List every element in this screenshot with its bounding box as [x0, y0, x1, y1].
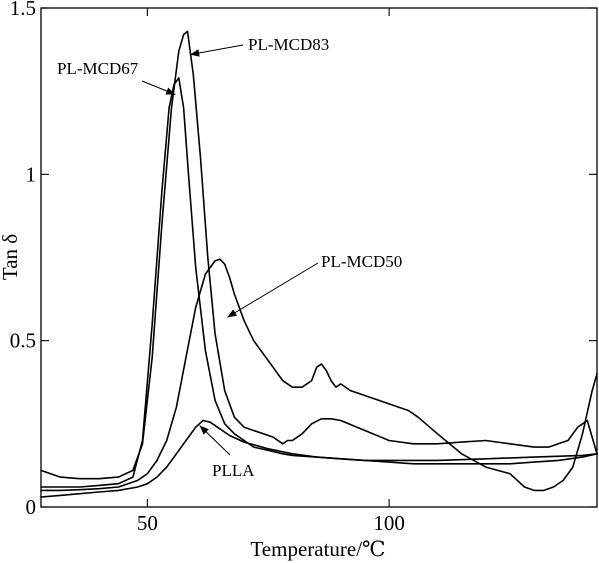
annotation-label: PLLA [212, 461, 255, 480]
annotation-label: PL-MCD83 [248, 35, 329, 54]
series-layer [40, 30, 598, 498]
annotation-arrow [226, 262, 319, 318]
y-tick-label: 0.5 [10, 329, 36, 353]
series-line-0 [40, 30, 598, 480]
annotation-label: PL-MCD50 [321, 252, 402, 271]
x-axis-title: Temperature/℃ [250, 537, 385, 561]
y-tick-label: 1.5 [10, 0, 36, 20]
arrowhead [227, 309, 238, 318]
x-tick-label: 100 [373, 511, 405, 535]
arrowhead [165, 87, 176, 95]
series-line-2 [40, 258, 598, 492]
plot-frame [40, 7, 598, 508]
arrowhead [189, 49, 200, 57]
x-tick-label: 50 [137, 511, 158, 535]
y-axis-title: Tan δ [0, 234, 22, 280]
axis-ticks: 50 100 0 0.5 1 1.5 [10, 0, 597, 535]
annotation-label: PL-MCD67 [57, 59, 139, 78]
y-tick-label: 1 [26, 162, 37, 186]
arrowhead [199, 425, 209, 435]
series-line-1 [40, 77, 598, 488]
series-line-3 [40, 419, 598, 498]
annotation-layer: PL-MCD83 PL-MCD67 PL-MCD50 PLLA [57, 35, 402, 480]
y-tick-label: 0 [26, 495, 37, 519]
